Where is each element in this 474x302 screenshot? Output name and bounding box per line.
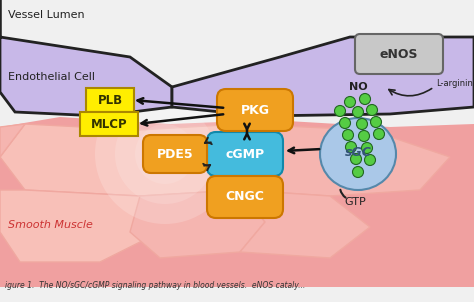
Polygon shape [0,0,172,116]
Circle shape [365,155,375,165]
Text: PKG: PKG [240,104,270,117]
Text: igure 1.  The NO/sGC/cGMP signaling pathway in blood vessels.  eNOS cataly...: igure 1. The NO/sGC/cGMP signaling pathw… [5,281,305,290]
Circle shape [359,94,371,104]
Circle shape [358,130,370,142]
Polygon shape [0,124,265,196]
Text: NO: NO [349,82,367,92]
Circle shape [353,166,364,178]
Circle shape [356,118,367,130]
Circle shape [371,117,382,127]
Circle shape [345,97,356,108]
FancyBboxPatch shape [355,34,443,74]
Circle shape [374,128,384,140]
Polygon shape [0,124,25,157]
Circle shape [343,130,354,140]
Text: Vessel Lumen: Vessel Lumen [8,10,85,20]
Circle shape [135,124,195,184]
Circle shape [335,105,346,117]
FancyBboxPatch shape [207,176,283,218]
Text: MLCP: MLCP [91,117,128,130]
Polygon shape [240,190,370,258]
Polygon shape [0,190,160,262]
Circle shape [362,143,373,153]
Text: cGMP: cGMP [226,147,264,160]
Circle shape [339,117,350,128]
FancyBboxPatch shape [143,135,207,173]
FancyBboxPatch shape [207,132,283,176]
Text: Endothelial Cell: Endothelial Cell [8,72,95,82]
Circle shape [346,142,356,153]
Text: CNGC: CNGC [226,191,264,204]
Circle shape [95,84,235,224]
Text: Smooth Muscle: Smooth Muscle [8,220,93,230]
FancyBboxPatch shape [217,89,293,131]
Circle shape [350,153,362,165]
Circle shape [353,107,364,117]
Ellipse shape [320,118,396,190]
Circle shape [115,104,215,204]
Text: GTP: GTP [344,197,366,207]
Circle shape [366,104,377,115]
Text: sGC: sGC [345,146,372,159]
FancyBboxPatch shape [80,112,138,136]
Polygon shape [172,37,474,116]
Polygon shape [0,117,474,287]
Text: L-arginine: L-arginine [436,79,474,88]
Text: PLB: PLB [98,94,123,107]
Polygon shape [130,190,265,258]
Text: eNOS: eNOS [380,47,418,60]
Text: PDE5: PDE5 [157,147,193,160]
Polygon shape [240,124,450,196]
FancyBboxPatch shape [86,88,134,112]
